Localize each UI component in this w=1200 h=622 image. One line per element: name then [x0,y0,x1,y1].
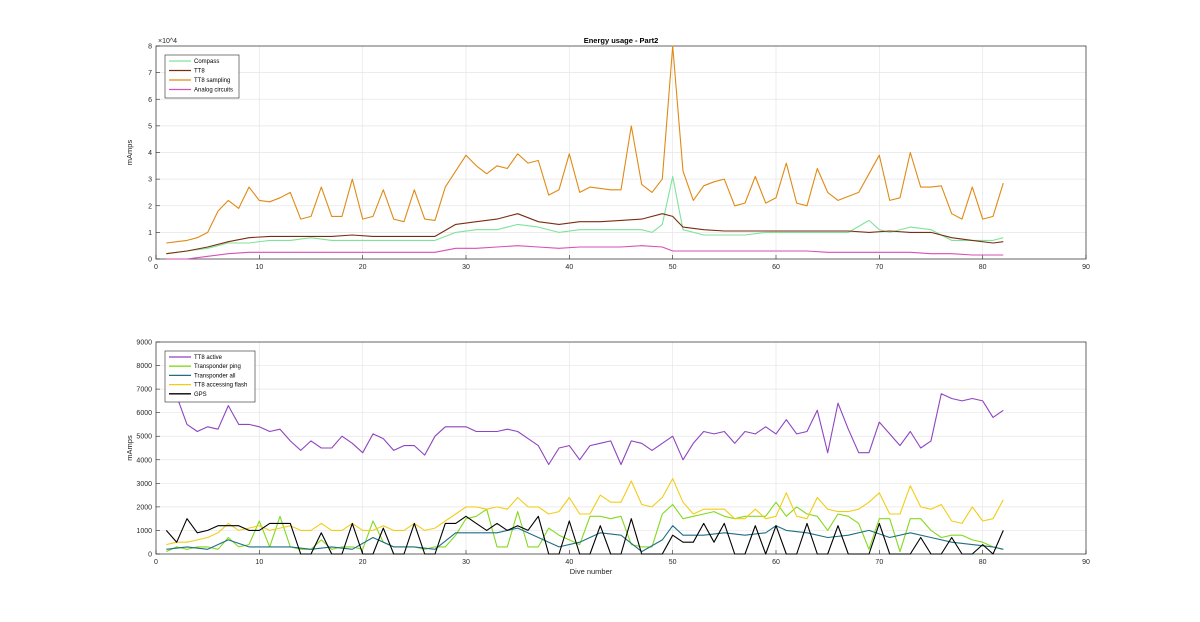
x-tick-label: 60 [772,559,780,566]
chart-title: Energy usage - Part2 [584,36,659,45]
legend-label: TT8 [194,69,205,75]
y-tick-label: 1 [148,230,152,237]
y-axis-label: mAmps [125,435,134,461]
legend-box [164,54,240,99]
x-tick-label: 70 [875,559,883,566]
series-line-2 [166,45,1004,244]
y-tick-label: 5 [148,123,152,130]
y-tick-label: 8 [148,44,152,51]
x-tick-label: 50 [669,559,677,566]
y-tick-label: 0 [148,552,152,559]
series-line-3 [166,245,1004,260]
x-tick-label: 60 [772,264,780,271]
y-tick-label: 2 [148,203,152,210]
y-tick-label: 5000 [136,434,152,441]
x-tick-label: 40 [565,264,573,271]
series-line-0 [166,175,1004,255]
x-tick-label: 70 [875,264,883,271]
legend-label: GPS [194,392,207,398]
x-tick-label: 10 [255,559,263,566]
y-tick-label: 3 [148,177,152,184]
series-line-0 [176,393,1004,466]
x-tick-label: 90 [1082,559,1090,566]
y-tick-label: 6 [148,97,152,104]
series-line-1 [166,501,1004,553]
x-tick-label: 30 [462,264,470,271]
energy-usage-bottom-panel: 0 10 20 30 40 50 60 70 80 90 0 1000 2000 3000 4000 5000… [125,340,1090,577]
legend-label: Transponder ping [194,364,241,370]
legend-label: TT8 sampling [194,78,230,84]
series-line-2 [166,525,1004,553]
y-tick-label: 2000 [136,504,152,511]
y-tick-label: 8000 [136,363,152,370]
y-tick-label: 9000 [136,340,152,347]
legend-label: Transponder all [194,373,235,379]
x-tick-label: 30 [462,559,470,566]
y-tick-label: 7 [148,70,152,77]
plot-area [156,342,1086,554]
x-tick-label: 80 [979,264,987,271]
x-tick-label: 10 [255,264,263,271]
legend-label: Analog circuits [194,88,233,94]
x-tick-label: 0 [154,559,158,566]
energy-usage-top-panel: 0 10 20 30 40 50 60 70 80 90 0 1 2 3 4 5 6 7 8 Energy usage… [125,36,1090,271]
x-tick-label: 20 [359,264,367,271]
x-tick-label: 80 [979,559,987,566]
x-tick-label: 20 [359,559,367,566]
y-tick-label: 4 [148,150,152,157]
y-tick-label: 6000 [136,410,152,417]
series-line-1 [166,213,1004,255]
x-axis-label: Dive number [570,567,613,576]
legend-label: TT8 active [194,355,223,361]
legend-label: Compass [194,59,219,65]
y-axis-label: mAmps [125,140,134,166]
x-tick-label: 90 [1082,264,1090,271]
y-tick-label: 4000 [136,457,152,464]
y-tick-label: 0 [148,257,152,264]
y-exponent-label: ×10^4 [158,38,177,45]
x-tick-label: 50 [669,264,677,271]
x-tick-label: 40 [565,559,573,566]
y-tick-label: 3000 [136,481,152,488]
series-line-3 [166,478,1004,546]
x-tick-label: 0 [154,264,158,271]
y-tick-label: 1000 [136,528,152,535]
y-tick-label: 7000 [136,387,152,394]
legend-label: TT8 accessing flash [194,383,247,389]
series-line-4 [165,515,1004,555]
axes-frame [155,45,1087,260]
